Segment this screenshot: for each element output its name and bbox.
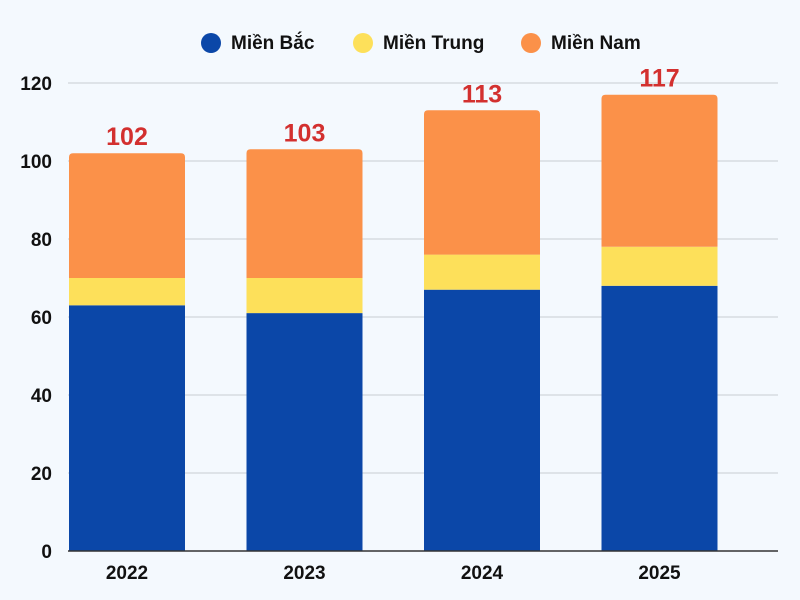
y-tick-label: 100	[20, 152, 52, 173]
legend-marker-mien-bac	[201, 33, 221, 53]
legend-marker-mien-trung	[353, 33, 373, 53]
legend-label-mien-nam: Miền Nam	[551, 33, 641, 54]
bar-segment-miền-trung-2024	[424, 254, 540, 290]
y-tick-label: 40	[31, 386, 52, 407]
y-tick-label: 0	[41, 542, 52, 563]
legend-label-mien-trung: Miền Trung	[383, 33, 484, 54]
legend-marker-mien-nam	[521, 33, 541, 53]
bar-segment-miền-bắc-2025	[601, 285, 718, 551]
bars	[69, 94, 718, 551]
x-tick-label-2025: 2025	[638, 563, 681, 584]
x-tick-label-2024: 2024	[461, 563, 504, 584]
y-axis: 0 20 40 60 80 100 120	[20, 74, 52, 563]
y-tick-label: 80	[31, 230, 52, 251]
total-label-2025: 117	[639, 65, 679, 93]
bar-segment-miền-nam-2023	[246, 149, 363, 278]
bar-segment-miền-nam-2022	[69, 153, 185, 278]
x-tick-label-2022: 2022	[106, 563, 148, 584]
y-tick-label: 120	[20, 74, 52, 95]
total-labels: 102 103 113 117	[106, 65, 680, 152]
bar-segment-miền-trung-2022	[69, 278, 185, 306]
legend: Miền Bắc Miền Trung Miền Nam	[201, 32, 641, 54]
bar-segment-miền-bắc-2022	[69, 305, 185, 551]
bar-segment-miền-trung-2025	[601, 246, 718, 286]
y-tick-label: 20	[31, 464, 52, 485]
x-tick-label-2023: 2023	[283, 563, 325, 584]
bar-segment-miền-nam-2025	[601, 94, 718, 247]
y-tick-label: 60	[31, 308, 52, 329]
bar-segment-miền-bắc-2024	[424, 289, 540, 551]
total-label-2023: 103	[284, 119, 326, 147]
bar-segment-miền-bắc-2023	[246, 313, 363, 551]
bar-segment-miền-nam-2024	[424, 110, 540, 255]
legend-label-mien-bac: Miền Bắc	[231, 32, 315, 54]
total-label-2022: 102	[106, 123, 148, 151]
bar-segment-miền-trung-2023	[246, 278, 363, 314]
total-label-2024: 113	[462, 80, 502, 108]
x-axis: 2022 2023 2024 2025	[68, 550, 778, 584]
